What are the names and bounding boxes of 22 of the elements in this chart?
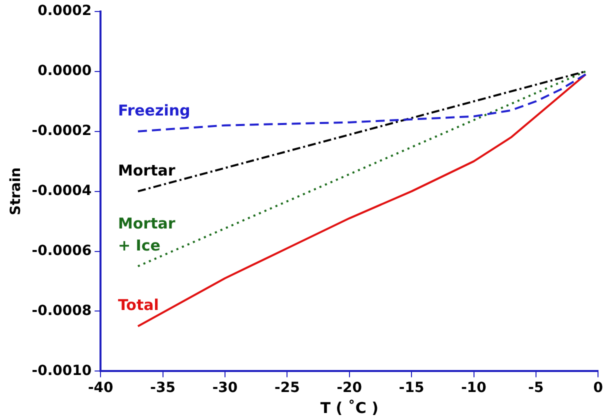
x-tick-label: -20	[336, 380, 362, 396]
x-tick-label: -5	[528, 380, 544, 396]
y-tick-label: 0.0000	[38, 63, 92, 80]
x-tick-label: -15	[398, 380, 424, 396]
y-tick-label: 0.0002	[38, 3, 92, 20]
x-tick-label: -30	[212, 380, 238, 396]
y-axis-title: Strain	[8, 167, 24, 216]
series-label: Mortar	[118, 161, 176, 180]
series-label: Total	[118, 296, 159, 314]
y-tick-label: -0.0010	[32, 362, 92, 379]
x-tick-label: -35	[150, 380, 176, 396]
y-tick-label: -0.0004	[32, 182, 92, 199]
y-tick-label: -0.0002	[32, 122, 92, 139]
y-tick-label: -0.0008	[32, 302, 92, 319]
x-tick-label: -10	[461, 380, 487, 396]
x-tick-label: 0	[593, 380, 604, 396]
x-tick-label: -25	[274, 380, 300, 396]
x-tick-label: -40	[88, 380, 114, 396]
x-axis-title: T ( ˚C )	[320, 398, 378, 417]
y-tick-label: -0.0006	[32, 242, 92, 259]
series-label: Freezing	[118, 101, 190, 120]
series-label: Mortar + Ice	[118, 214, 176, 254]
